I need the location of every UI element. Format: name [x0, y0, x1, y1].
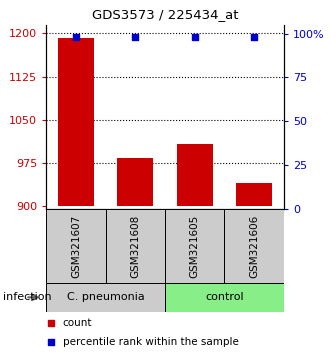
Text: count: count — [63, 318, 92, 329]
Point — [73, 34, 79, 40]
Bar — [46, 209, 106, 283]
Text: infection: infection — [3, 292, 52, 302]
Text: GSM321605: GSM321605 — [190, 215, 200, 278]
Point — [133, 34, 138, 40]
Point — [48, 339, 53, 345]
Bar — [106, 209, 165, 283]
Bar — [165, 283, 284, 312]
Bar — [165, 209, 224, 283]
Text: C. pneumonia: C. pneumonia — [67, 292, 145, 302]
Bar — [58, 38, 94, 206]
Bar — [236, 183, 272, 206]
Text: control: control — [205, 292, 244, 302]
Text: GSM321606: GSM321606 — [249, 215, 259, 278]
Text: GSM321608: GSM321608 — [130, 215, 140, 278]
Point — [48, 321, 53, 326]
Title: GDS3573 / 225434_at: GDS3573 / 225434_at — [92, 8, 238, 21]
Text: percentile rank within the sample: percentile rank within the sample — [63, 337, 239, 347]
Text: GSM321607: GSM321607 — [71, 215, 81, 278]
Bar — [46, 283, 165, 312]
Point — [192, 34, 197, 40]
Bar — [224, 209, 284, 283]
Point — [251, 34, 257, 40]
Bar — [117, 158, 153, 206]
Bar — [177, 144, 213, 206]
